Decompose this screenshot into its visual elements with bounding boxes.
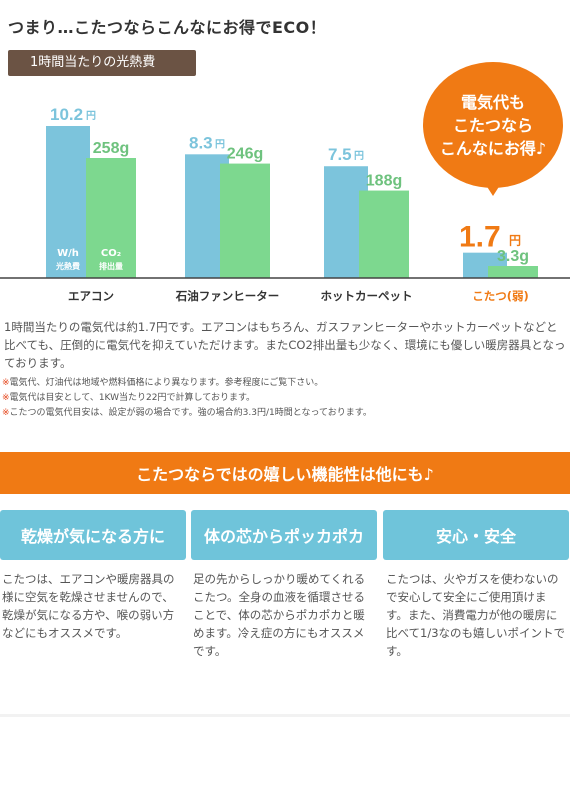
- in-bar-cost-label: W/h: [57, 248, 79, 259]
- feature-heading-dry: 乾燥が気になる方に: [0, 510, 186, 560]
- note-mark: ※: [2, 408, 10, 418]
- cost-unit-label: 円: [509, 234, 521, 248]
- category-label: ホットカーペット: [321, 289, 413, 303]
- in-bar-co2-sublabel: 排出量: [99, 261, 123, 271]
- co2-bar: [220, 163, 270, 278]
- cost-value-label: 1.7: [459, 221, 501, 254]
- description-text: 1時間当たりの電気代は約1.7円です。エアコンはもちろん、ガスファンヒーターやホ…: [4, 320, 566, 370]
- co2-bar: [86, 158, 136, 278]
- cost-value-label: 8.3: [189, 133, 213, 152]
- note-item: ※電気代、灯油代は地域や燃料価格により異なります。参考程度にご覧下さい。: [2, 376, 562, 391]
- note-mark: ※: [2, 393, 10, 403]
- category-label: エアコン: [68, 289, 114, 303]
- note-item: ※電気代は目安として、1KW当たり22円で計算しております。: [2, 391, 562, 406]
- feature-heading-warm: 体の芯からポッカポカ: [191, 510, 377, 560]
- notes: ※電気代、灯油代は地域や燃料価格により異なります。参考程度にご覧下さい。 ※電気…: [2, 376, 562, 421]
- cost-unit-label: 円: [86, 110, 96, 122]
- bottom-divider: [0, 714, 570, 717]
- cost-unit-label: 円: [215, 138, 225, 150]
- bubble-tail: [484, 182, 502, 196]
- bubble-line-2: こたつなら: [452, 115, 533, 135]
- note-mark: ※: [2, 378, 10, 388]
- feature-text-safe: こたつは、火やガスを使わないので安心して安全にご使用頂けます。また、消費電力が他…: [386, 572, 566, 658]
- note-text: こたつの電気代目安は、設定が弱の場合です。強の場合約3.3円/1時間となっており…: [9, 408, 372, 418]
- co2-value-label: 3.3g: [497, 248, 529, 265]
- category-label: 石油ファンヒーター: [175, 289, 280, 303]
- in-bar-cost-sublabel: 光熱費: [55, 261, 80, 271]
- bubble-line-1: 電気代も: [460, 92, 525, 112]
- note-text: 電気代、灯油代は地域や燃料価格により異なります。参考程度にご覧下さい。: [9, 378, 324, 388]
- chart-subtitle: 1時間当たりの光熱費: [8, 50, 196, 76]
- cost-unit-label: 円: [354, 150, 364, 162]
- cost-bar: [46, 126, 90, 278]
- cost-value-label: 10.2: [50, 105, 83, 124]
- co2-value-label: 188g: [366, 173, 402, 190]
- cost-value-label: 7.5: [328, 145, 352, 164]
- category-label: こたつ(弱): [472, 289, 529, 303]
- features-banner: こたつならではの嬉しい機能性は他にも♪: [0, 452, 570, 494]
- co2-value-label: 246g: [227, 146, 263, 163]
- note-text: 電気代は目安として、1KW当たり22円で計算しております。: [9, 393, 256, 403]
- feature-heading-safe: 安心・安全: [383, 510, 569, 560]
- feature-text-warm: 足の先からしっかり暖めてくれるこたつ。全身の血液を循環させることで、体の芯からポ…: [193, 572, 366, 658]
- co2-value-label: 258g: [93, 140, 129, 157]
- in-bar-co2-label: CO₂: [101, 248, 121, 259]
- page-title: つまり…こたつならこんなにお得でECO！: [8, 18, 327, 37]
- note-item: ※こたつの電気代目安は、設定が弱の場合です。強の場合約3.3円/1時間となってお…: [2, 406, 562, 421]
- highlight-bubble: 電気代も こたつなら こんなにお得♪: [423, 62, 563, 188]
- bubble-line-3: こんなにお得♪: [439, 138, 547, 158]
- feature-text-dry: こたつは、エアコンや暖房器具の様に空気を乾燥させませんので、乾燥が気になる方や、…: [2, 572, 175, 640]
- co2-bar: [359, 190, 409, 278]
- co2-bar: [488, 266, 538, 278]
